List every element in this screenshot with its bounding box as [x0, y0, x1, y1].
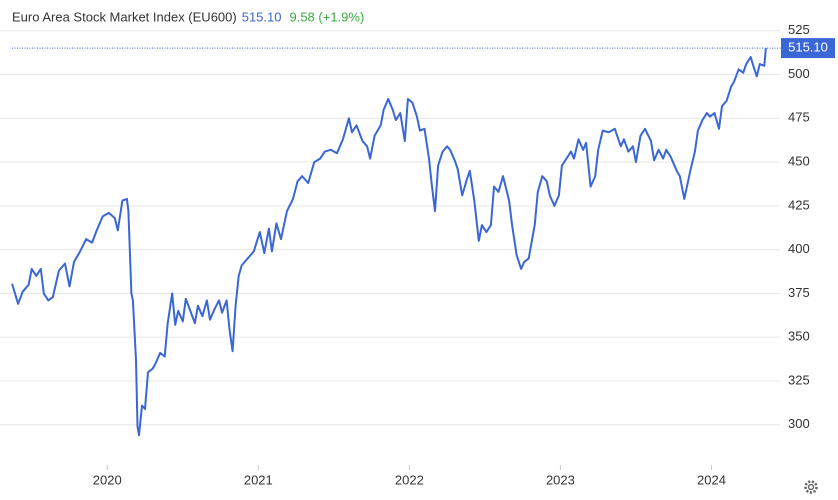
y-tick-label: 400: [788, 241, 810, 256]
y-tick-label: 525: [788, 22, 810, 37]
price-line: [11, 48, 767, 437]
x-tick-label: 2020: [93, 472, 122, 487]
y-tick-label: 350: [788, 329, 810, 344]
y-tick-label: 300: [788, 416, 810, 431]
x-tick-label: 2023: [546, 472, 575, 487]
price-change: 9.58 (+1.9%): [289, 9, 364, 24]
x-tick-label: 2022: [395, 472, 424, 487]
last-price: 515.10: [242, 9, 282, 24]
y-tick-label: 325: [788, 372, 810, 387]
y-tick-label: 425: [788, 197, 810, 212]
y-tick-label: 450: [788, 154, 810, 169]
y-tick-label: 375: [788, 285, 810, 300]
settings-icon[interactable]: [804, 480, 818, 494]
last-price-box: [781, 38, 835, 59]
last-price-label: 515.10: [788, 40, 828, 55]
x-tick-label: 2021: [244, 472, 273, 487]
y-tick-label: 475: [788, 110, 810, 125]
x-tick-label: 2024: [697, 472, 726, 487]
y-tick-label: 500: [788, 66, 810, 81]
chart-title: Euro Area Stock Market Index (EU600): [12, 9, 237, 24]
